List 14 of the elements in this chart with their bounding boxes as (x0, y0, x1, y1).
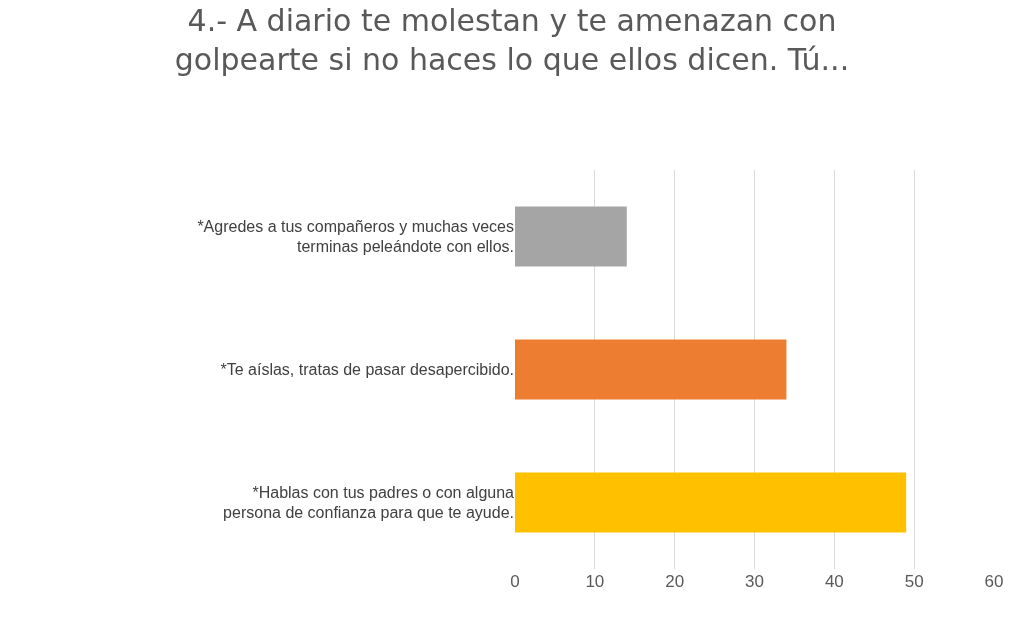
chart-title: 4.- A diario te molestan y te amenazan con golpearte si no haces lo que ellos dicen. Tú... (174, 2, 850, 77)
y-tick-label: *Hablas con tus padres o con alguna persona de confianza para que te ayude. (223, 483, 515, 522)
y-tick-label: *Te aíslas, tratas de pasar desapercibido. (220, 361, 514, 379)
bar (515, 206, 627, 267)
x-tick-label: 40 (824, 572, 844, 591)
x-tick-label: 60 (984, 572, 1004, 591)
x-tick-label: 20 (665, 572, 685, 591)
x-tick-label: 50 (904, 572, 924, 591)
x-tick-label: 0 (510, 572, 520, 591)
x-tick-label: 30 (745, 572, 764, 591)
y-tick-label: *Agredes a tus compañeros y muchas veces terminas peleándote con ellos. (197, 217, 514, 256)
bar (515, 339, 787, 400)
bar (515, 472, 907, 533)
x-tick-label: 10 (585, 572, 605, 591)
